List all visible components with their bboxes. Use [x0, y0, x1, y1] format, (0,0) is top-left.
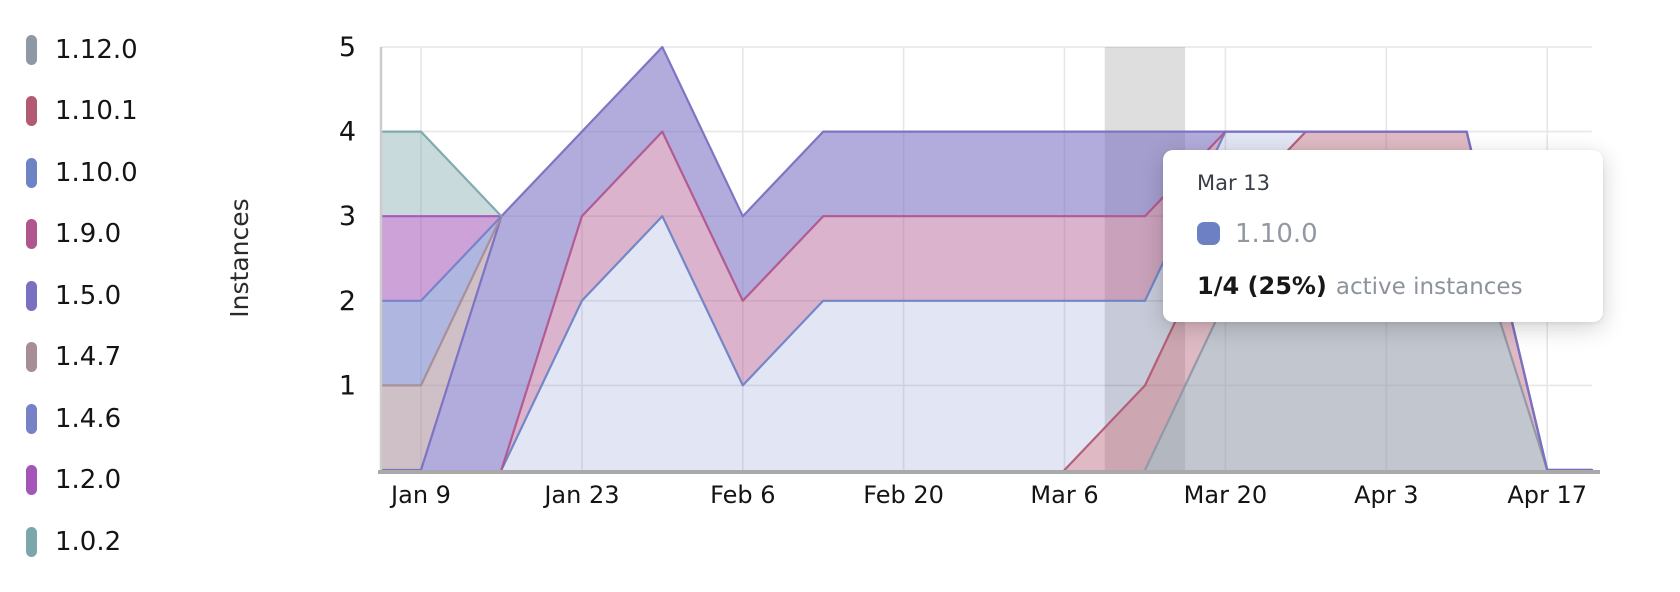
- tooltip-value-suffix: active instances: [1335, 274, 1523, 300]
- legend-item-1.10.0[interactable]: 1.10.0: [26, 142, 138, 204]
- legend-item-label: 1.10.1: [55, 96, 138, 127]
- legend-item-label: 1.9.0: [55, 219, 122, 250]
- legend-item-1.12.0[interactable]: 1.12.0: [26, 19, 138, 81]
- legend-item-1.4.6[interactable]: 1.4.6: [26, 388, 138, 450]
- legend-item-label: 1.10.0: [55, 157, 138, 188]
- legend-item-label: 1.4.7: [55, 342, 122, 373]
- legend-item-1.0.2[interactable]: 1.0.2: [26, 511, 138, 573]
- legend-item-1.4.7[interactable]: 1.4.7: [26, 327, 138, 389]
- legend-swatch-icon: [26, 157, 37, 188]
- legend-item-1.10.1[interactable]: 1.10.1: [26, 81, 138, 143]
- svg-text:Feb 6: Feb 6: [710, 481, 775, 509]
- legend-swatch-icon: [26, 342, 37, 373]
- legend-swatch-icon: [26, 465, 37, 496]
- series-swatch-icon: [1197, 222, 1220, 245]
- legend-item-label: 1.2.0: [55, 465, 122, 496]
- svg-text:4: 4: [339, 117, 356, 148]
- legend-item-label: 1.12.0: [55, 34, 138, 65]
- svg-text:Feb 20: Feb 20: [863, 481, 944, 509]
- svg-text:Apr 17: Apr 17: [1507, 481, 1587, 509]
- tooltip-value: 1/4 (25%): [1197, 272, 1327, 300]
- svg-text:Mar 20: Mar 20: [1184, 481, 1267, 509]
- legend-swatch-icon: [26, 34, 37, 65]
- svg-text:3: 3: [339, 201, 356, 232]
- legend-swatch-icon: [26, 219, 37, 250]
- svg-text:Mar 6: Mar 6: [1030, 481, 1098, 509]
- legend-item-1.5.0[interactable]: 1.5.0: [26, 265, 138, 327]
- tooltip-series-row: 1.10.0: [1197, 219, 1569, 249]
- svg-text:Instances: Instances: [225, 198, 254, 317]
- svg-text:Apr 3: Apr 3: [1354, 481, 1418, 509]
- legend-item-label: 1.4.6: [55, 403, 122, 434]
- legend-swatch-icon: [26, 280, 37, 311]
- svg-text:Jan 23: Jan 23: [542, 481, 619, 509]
- legend-item-1.2.0[interactable]: 1.2.0: [26, 450, 138, 512]
- svg-text:1: 1: [339, 370, 356, 401]
- tooltip-value-row: 1/4 (25%) active instances: [1197, 272, 1569, 300]
- legend-swatch-icon: [26, 96, 37, 127]
- svg-text:2: 2: [339, 286, 356, 317]
- legend: 1.12.0 1.10.1 1.10.0 1.9.0 1.5.0 1.4.7 1.4.6 1.…: [26, 19, 138, 573]
- svg-text:Jan 9: Jan 9: [389, 481, 451, 509]
- legend-item-1.9.0[interactable]: 1.9.0: [26, 204, 138, 266]
- svg-text:5: 5: [339, 32, 356, 63]
- tooltip-date: Mar 13: [1197, 171, 1271, 195]
- tooltip-series-name: 1.10.0: [1235, 218, 1318, 249]
- legend-item-label: 1.0.2: [55, 526, 122, 557]
- legend-swatch-icon: [26, 526, 37, 557]
- legend-swatch-icon: [26, 403, 37, 434]
- hover-tooltip: Mar 13 1.10.0 1/4 (25%) active instances: [1163, 150, 1603, 322]
- legend-item-label: 1.5.0: [55, 280, 122, 311]
